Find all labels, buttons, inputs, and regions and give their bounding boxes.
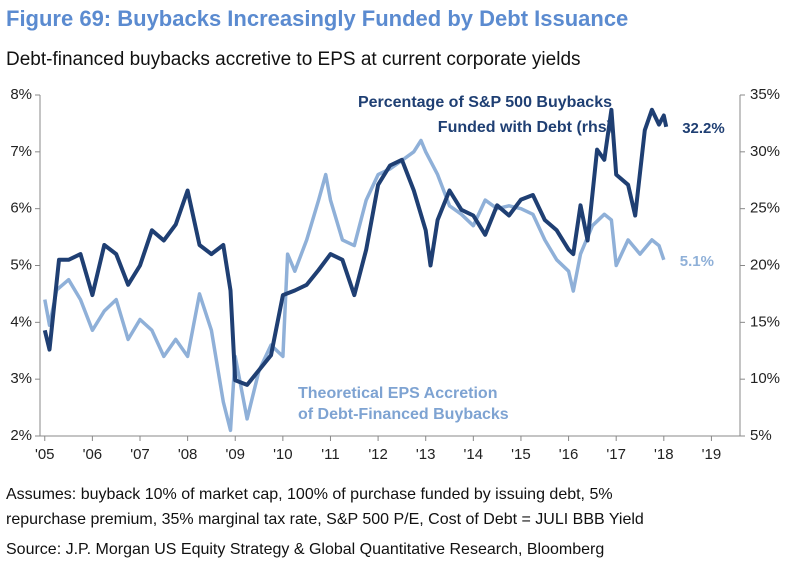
y-tick-label: 8%: [10, 86, 32, 103]
x-tick-label: '11: [321, 446, 339, 463]
y2-tick-label: 15%: [750, 313, 780, 330]
annotation: Theoretical EPS Accretion: [298, 385, 497, 402]
y-tick-label: 5%: [10, 256, 32, 273]
chart-title: Figure 69: Buybacks Increasingly Funded …: [6, 6, 628, 31]
annotation: Funded with Debt (rhs): [438, 119, 612, 136]
x-tick-label: '09: [225, 446, 245, 463]
x-tick-label: '19: [702, 446, 722, 463]
end-label: 32.2%: [682, 120, 725, 137]
chart-subtitle: Debt-financed buybacks accretive to EPS …: [6, 49, 581, 70]
annotation: Percentage of S&P 500 Buybacks: [358, 94, 612, 111]
y2-tick-label: 5%: [750, 427, 772, 444]
x-tick-label: '17: [606, 446, 626, 463]
y2-tick-label: 10%: [750, 370, 780, 387]
y2-tick-label: 30%: [750, 143, 780, 160]
x-tick-label: '14: [464, 446, 484, 463]
end-label: 5.1%: [680, 253, 714, 270]
y-tick-label: 2%: [10, 427, 32, 444]
y-tick-label: 7%: [10, 143, 32, 160]
x-tick-label: '07: [130, 446, 150, 463]
series-line: [43, 138, 666, 433]
footnote: Assumes: buyback 10% of market cap, 100%…: [6, 486, 613, 503]
x-tick-label: '12: [368, 446, 388, 463]
x-tick-label: '16: [559, 446, 579, 463]
y-tick-label: 4%: [10, 313, 32, 330]
annotation: of Debt-Financed Buybacks: [298, 406, 509, 423]
y2-tick-label: 35%: [750, 86, 780, 103]
x-tick-label: '10: [273, 446, 293, 463]
y-tick-label: 6%: [10, 200, 32, 217]
y2-tick-label: 20%: [750, 256, 780, 273]
y2-tick-label: 25%: [750, 200, 780, 217]
series-line: [42, 107, 669, 387]
source: Source: J.P. Morgan US Equity Strategy &…: [6, 541, 604, 558]
x-tick-label: '15: [511, 446, 531, 463]
y-tick-label: 3%: [10, 370, 32, 387]
x-tick-label: '08: [178, 446, 198, 463]
x-tick-label: '18: [654, 446, 674, 463]
x-tick-label: '13: [416, 446, 436, 463]
x-tick-label: '05: [35, 446, 55, 463]
footnote: repurchase premium, 35% marginal tax rat…: [6, 511, 644, 528]
x-tick-label: '06: [83, 446, 103, 463]
